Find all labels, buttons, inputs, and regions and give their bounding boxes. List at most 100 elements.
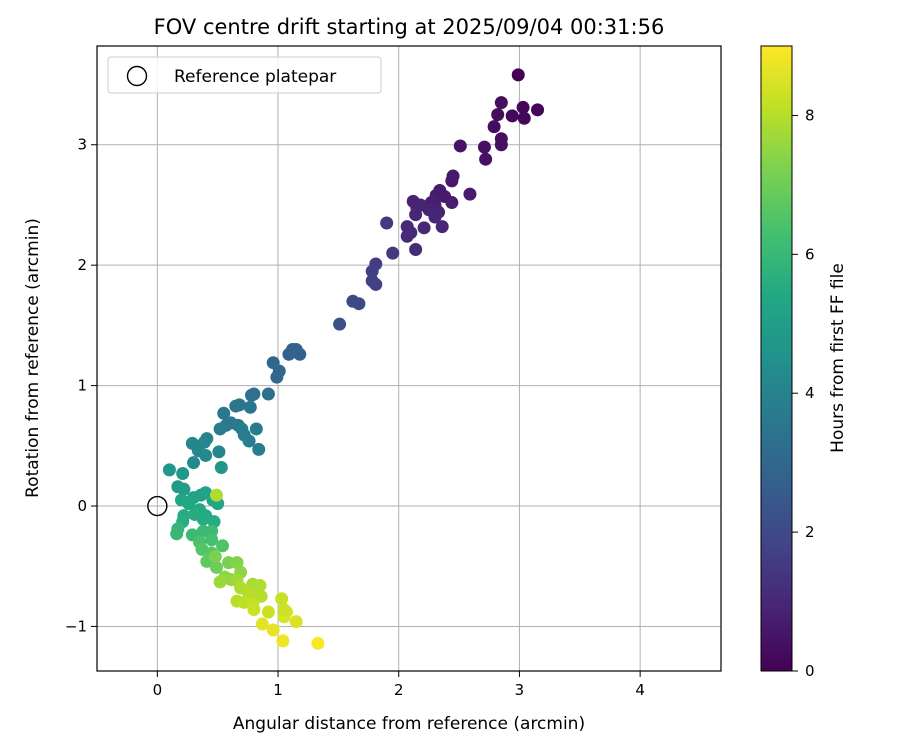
data-point [333, 317, 347, 331]
data-point [445, 174, 459, 188]
data-point [196, 512, 210, 526]
data-point [494, 138, 508, 152]
data-point [386, 246, 400, 260]
x-tick-label: 4 [635, 681, 645, 699]
chart-title: FOV centre drift starting at 2025/09/04 … [154, 15, 665, 39]
data-point [176, 467, 190, 481]
grid [97, 46, 721, 671]
data-point [217, 406, 231, 420]
x-tick-label: 1 [273, 681, 283, 699]
data-point [209, 488, 223, 502]
data-point [463, 187, 477, 201]
x-tick-label: 2 [394, 681, 404, 699]
data-point [365, 264, 379, 278]
y-tick-label: −1 [65, 617, 87, 635]
y-tick-label: 2 [77, 256, 87, 274]
colorbar-ticks: 0 2 4 6 8 [792, 106, 815, 680]
colorbar: 0 2 4 6 8 Hours from first FF file [760, 45, 848, 680]
colorbar-gradient [760, 45, 793, 672]
data-point [409, 208, 423, 222]
data-point [229, 399, 243, 413]
data-point [261, 387, 275, 401]
data-point [266, 623, 280, 637]
legend: Reference platepar [107, 56, 382, 94]
data-point [275, 592, 289, 606]
data-point [182, 497, 196, 511]
legend-label: Reference platepar [174, 67, 336, 87]
y-tick-label: 1 [77, 377, 87, 395]
data-point [289, 615, 303, 629]
data-point [255, 617, 269, 631]
data-point [243, 400, 257, 414]
data-point [242, 434, 256, 448]
data-point [199, 448, 213, 462]
data-point [212, 445, 226, 459]
data-point [409, 243, 423, 257]
data-points [162, 68, 545, 650]
axes-frame [96, 45, 722, 672]
data-point [276, 634, 290, 648]
data-point [517, 111, 531, 125]
colorbar-tick-label: 4 [805, 384, 815, 402]
data-point [170, 527, 184, 541]
data-point [487, 120, 501, 134]
colorbar-tick-label: 8 [805, 106, 815, 124]
data-point [453, 139, 467, 153]
data-point [187, 456, 201, 470]
data-point [311, 636, 325, 650]
colorbar-label: Hours from first FF file [828, 263, 848, 453]
data-point [209, 560, 223, 574]
data-point [477, 140, 491, 154]
data-point [282, 347, 296, 361]
data-point [491, 108, 505, 122]
data-point [516, 100, 530, 114]
data-point [417, 221, 431, 235]
data-point [380, 216, 394, 230]
y-tick-label: 3 [77, 136, 87, 154]
plot-area: 0 1 2 3 4 −1 0 1 2 3 [65, 45, 722, 699]
data-point [213, 575, 227, 589]
data-point [213, 422, 227, 436]
data-point [369, 277, 383, 291]
y-tick-label: 0 [77, 497, 87, 515]
data-point [261, 605, 275, 619]
data-point [244, 388, 258, 402]
data-point [479, 152, 493, 166]
x-tick-label: 3 [515, 681, 525, 699]
legend-box [107, 56, 382, 94]
data-point [293, 347, 307, 361]
y-axis-ticks: −1 0 1 2 3 [65, 136, 97, 635]
data-point [214, 460, 228, 474]
data-point [216, 539, 230, 553]
data-point [494, 96, 508, 110]
y-axis-label: Rotation from reference (arcmin) [23, 218, 43, 498]
data-point [511, 68, 525, 82]
data-point [277, 603, 291, 617]
colorbar-tick-label: 0 [805, 662, 815, 680]
data-point [352, 297, 366, 311]
data-point [270, 370, 284, 384]
data-point [428, 210, 442, 224]
x-axis-label: Angular distance from reference (arcmin) [233, 714, 585, 734]
data-point [247, 603, 261, 617]
data-point [531, 103, 545, 117]
colorbar-tick-label: 6 [805, 245, 815, 263]
x-tick-label: 0 [153, 681, 163, 699]
colorbar-tick-label: 2 [805, 523, 815, 541]
data-point [400, 229, 414, 243]
legend-marker [126, 65, 148, 87]
data-point [177, 482, 191, 496]
data-point [252, 442, 266, 456]
data-point [253, 578, 267, 592]
x-axis-ticks: 0 1 2 3 4 [153, 671, 645, 699]
data-point [445, 196, 459, 210]
data-point [162, 463, 176, 477]
data-point [254, 589, 268, 603]
data-point [435, 220, 449, 234]
data-point [205, 533, 219, 547]
data-point [208, 550, 222, 564]
data-point [505, 109, 519, 123]
reference-point [147, 495, 168, 517]
data-point [249, 422, 263, 436]
